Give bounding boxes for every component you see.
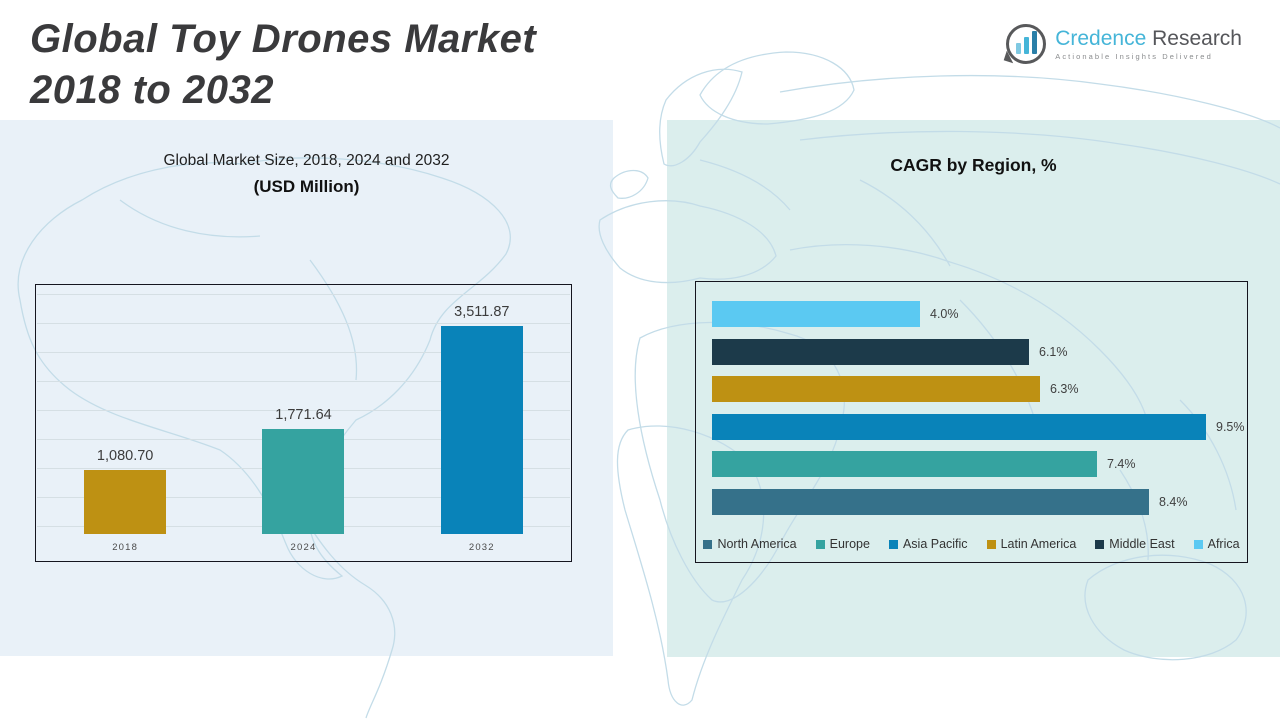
cagr-value-label-latin-america: 6.3% — [1050, 382, 1079, 396]
cagr-row-africa: 4.0% — [712, 301, 1237, 327]
cagr-bar-africa — [712, 301, 920, 327]
logo-bar-medium — [1023, 37, 1029, 54]
cagr-row-europe: 7.4% — [712, 451, 1237, 477]
legend-item-asia-pacific: Asia Pacific — [888, 537, 968, 551]
cagr-row-latin-america: 6.3% — [712, 376, 1237, 402]
legend-marker-icon — [815, 539, 825, 549]
page-title-line2: 2018 to 2032 — [30, 68, 274, 112]
legend-item-europe: Europe — [815, 537, 870, 551]
legend-label: Middle East — [1109, 537, 1175, 551]
cagr-bar-chart: 4.0% 6.1% 6.3% 9.5% 7.4% 8.4% North America Eu… — [695, 281, 1248, 563]
bar-2018 — [84, 470, 167, 534]
legend-label: Africa — [1207, 537, 1240, 551]
logo-bar-tall — [1031, 31, 1037, 54]
x-axis-label-2032: 2032 — [468, 542, 495, 553]
market-size-plot-area: 1,080.70 2018 1,771.64 2024 3,511.87 2032 — [36, 285, 571, 561]
cagr-row-north-america: 8.4% — [712, 488, 1237, 515]
page-title: Global Toy Drones Market 2018 to 2032 — [30, 14, 536, 116]
bar-2032 — [440, 326, 523, 534]
bar-value-label-2032: 3,511.87 — [454, 304, 510, 320]
bar-2024 — [262, 429, 345, 534]
brand-tagline: Actionable Insights Delivered — [1055, 51, 1213, 61]
legend-marker-icon — [888, 539, 898, 549]
legend-marker-icon — [1193, 539, 1203, 549]
x-axis-label-2018: 2018 — [112, 542, 139, 553]
cagr-value-label-asia-pacific: 9.5% — [1216, 419, 1245, 434]
x-axis-label-2024: 2024 — [290, 542, 317, 553]
legend-marker-icon — [986, 539, 996, 549]
brand-name: Credence Research — [1055, 26, 1242, 50]
brand-name-secondary: Research — [1146, 26, 1242, 50]
cagr-bar-asia-pacific — [712, 413, 1206, 440]
cagr-chart-title: CAGR by Region, % — [890, 155, 1057, 175]
bar-value-label-2024: 1,771.64 — [275, 407, 332, 423]
market-size-bar-group-2024: 1,771.64 2024 — [262, 285, 345, 561]
brand-text: Credence Research Actionable Insights De… — [1055, 26, 1242, 61]
logo-bubble-tail — [1003, 50, 1017, 64]
legend-item-africa: Africa — [1193, 537, 1240, 551]
legend-label: Latin America — [1000, 537, 1077, 551]
cagr-plot-area: 4.0% 6.1% 6.3% 9.5% 7.4% 8.4% — [712, 301, 1245, 526]
market-size-chart-title: Global Market Size, 2018, 2024 and 2032 — [163, 152, 450, 169]
cagr-value-label-north-america: 8.4% — [1159, 494, 1188, 509]
brand-logo: Credence Research Actionable Insights De… — [1003, 24, 1242, 64]
cagr-bar-europe — [712, 451, 1097, 477]
market-size-chart-subtitle: (USD Million) — [253, 177, 360, 196]
logo-bar-small — [1015, 43, 1021, 54]
legend-marker-icon — [1095, 539, 1105, 549]
legend-label: Asia Pacific — [902, 537, 968, 551]
legend-item-north-america: North America — [703, 537, 797, 551]
legend-label: North America — [717, 537, 797, 551]
market-size-bar-group-2018: 1,080.70 2018 — [84, 285, 167, 561]
bar-chart-speech-bubble-icon — [1003, 24, 1047, 64]
cagr-bar-north-america — [712, 488, 1149, 515]
market-size-bar-chart: 1,080.70 2018 1,771.64 2024 3,511.87 2032 — [35, 284, 572, 562]
cagr-value-label-europe: 7.4% — [1107, 457, 1136, 471]
page-title-line1: Global Toy Drones Market — [30, 17, 537, 61]
legend-marker-icon — [703, 539, 713, 549]
cagr-row-asia-pacific: 9.5% — [712, 413, 1245, 440]
bar-value-label-2018: 1,080.70 — [96, 448, 154, 464]
market-size-bar-group-2032: 3,511.87 2032 — [440, 285, 523, 561]
cagr-row-middle-east: 6.1% — [712, 338, 1237, 365]
cagr-legend: North America Europe Asia Pacific Latin Ame… — [696, 537, 1247, 551]
legend-label: Europe — [829, 537, 870, 551]
brand-name-primary: Credence — [1055, 26, 1147, 50]
cagr-bar-middle-east — [712, 338, 1029, 365]
cagr-value-label-middle-east: 6.1% — [1039, 344, 1068, 359]
legend-item-middle-east: Middle East — [1095, 537, 1175, 551]
cagr-bar-latin-america — [712, 376, 1040, 402]
cagr-value-label-africa: 4.0% — [930, 307, 959, 321]
legend-item-latin-america: Latin America — [986, 537, 1077, 551]
